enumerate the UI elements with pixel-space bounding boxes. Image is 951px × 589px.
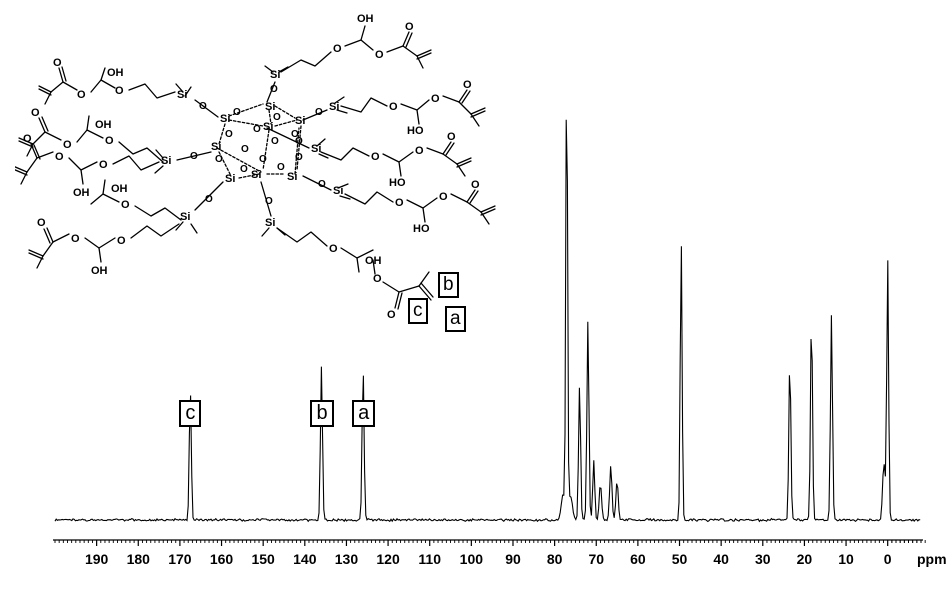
svg-text:Si: Si xyxy=(265,217,275,229)
svg-text:Si: Si xyxy=(180,211,190,223)
svg-text:O: O xyxy=(395,197,404,209)
xtick-label: 140 xyxy=(293,551,317,567)
svg-text:O: O xyxy=(265,196,273,207)
xtick-label: 90 xyxy=(505,551,521,567)
svg-text:HO: HO xyxy=(407,125,424,137)
svg-text:O: O xyxy=(115,85,124,97)
svg-text:O: O xyxy=(329,243,338,255)
svg-text:O: O xyxy=(375,49,384,61)
svg-text:O: O xyxy=(31,107,40,119)
svg-text:OH: OH xyxy=(107,67,124,79)
svg-text:O: O xyxy=(240,164,248,175)
svg-text:OH: OH xyxy=(95,119,112,131)
svg-text:OH: OH xyxy=(357,13,374,25)
peak-label-b: b xyxy=(310,400,333,427)
struct-label-a: a xyxy=(445,306,466,332)
xtick-label: 160 xyxy=(210,551,234,567)
svg-text:Si: Si xyxy=(295,115,305,127)
svg-text:O: O xyxy=(387,309,396,321)
svg-text:O: O xyxy=(371,151,380,163)
xtick-label: 20 xyxy=(797,551,813,567)
svg-text:O: O xyxy=(318,179,326,190)
svg-text:HO: HO xyxy=(389,177,406,189)
svg-text:O: O xyxy=(225,129,233,140)
xtick-label: 70 xyxy=(588,551,604,567)
struct-label-b: b xyxy=(438,272,459,298)
svg-text:O: O xyxy=(463,79,472,91)
svg-text:Si: Si xyxy=(329,101,339,113)
svg-text:O: O xyxy=(37,217,46,229)
xtick-label: 110 xyxy=(418,551,441,567)
svg-text:O: O xyxy=(190,151,198,162)
svg-text:O: O xyxy=(215,154,223,165)
svg-text:O: O xyxy=(431,93,440,105)
x-axis-unit: ppm xyxy=(917,551,947,567)
xtick-label: 170 xyxy=(168,551,192,567)
xtick-label: 180 xyxy=(127,551,151,567)
svg-text:O: O xyxy=(373,273,382,285)
svg-text:Si: Si xyxy=(287,171,297,183)
svg-text:OH: OH xyxy=(91,265,108,277)
svg-text:Si: Si xyxy=(220,113,230,125)
svg-text:O: O xyxy=(405,21,414,33)
svg-text:O: O xyxy=(415,145,424,157)
svg-text:HO: HO xyxy=(413,223,430,235)
struct-label-c: c xyxy=(408,298,428,324)
svg-text:O: O xyxy=(63,139,72,151)
svg-text:OH: OH xyxy=(73,187,90,199)
xtick-label: 40 xyxy=(713,551,729,567)
xtick-label: 30 xyxy=(755,551,771,567)
xtick-label: 80 xyxy=(547,551,563,567)
svg-text:O: O xyxy=(259,154,267,165)
svg-text:O: O xyxy=(315,107,323,118)
peak-label-a: a xyxy=(352,400,375,427)
svg-text:O: O xyxy=(121,199,130,211)
svg-text:O: O xyxy=(295,136,303,147)
peak-label-c: c xyxy=(179,400,201,427)
xtick-label: 0 xyxy=(884,551,892,567)
svg-text:O: O xyxy=(333,43,342,55)
svg-text:O: O xyxy=(270,84,278,95)
svg-text:O: O xyxy=(277,162,285,173)
xtick-label: 190 xyxy=(85,551,109,567)
svg-text:O: O xyxy=(447,131,456,143)
xtick-label: 10 xyxy=(838,551,854,567)
svg-text:O: O xyxy=(199,101,207,112)
svg-text:O: O xyxy=(99,159,108,171)
xtick-label: 50 xyxy=(672,551,688,567)
svg-text:O: O xyxy=(389,101,398,113)
svg-text:O: O xyxy=(273,112,281,123)
svg-text:O: O xyxy=(105,135,114,147)
xtick-label: 60 xyxy=(630,551,646,567)
svg-text:O: O xyxy=(241,144,249,155)
xtick-label: 150 xyxy=(251,551,275,567)
svg-text:OH: OH xyxy=(111,183,128,195)
svg-text:O: O xyxy=(77,89,86,101)
svg-text:O: O xyxy=(471,179,480,191)
svg-text:O: O xyxy=(71,233,80,245)
svg-text:O: O xyxy=(53,57,62,69)
svg-text:O: O xyxy=(271,136,279,147)
svg-text:Si: Si xyxy=(265,101,275,113)
svg-text:O: O xyxy=(55,151,64,163)
svg-text:O: O xyxy=(439,191,448,203)
xtick-label: 130 xyxy=(335,551,359,567)
svg-text:Si: Si xyxy=(311,143,321,155)
xtick-label: 120 xyxy=(376,551,400,567)
svg-text:O: O xyxy=(117,235,126,247)
xtick-label: 100 xyxy=(460,551,484,567)
svg-text:O: O xyxy=(205,194,213,205)
